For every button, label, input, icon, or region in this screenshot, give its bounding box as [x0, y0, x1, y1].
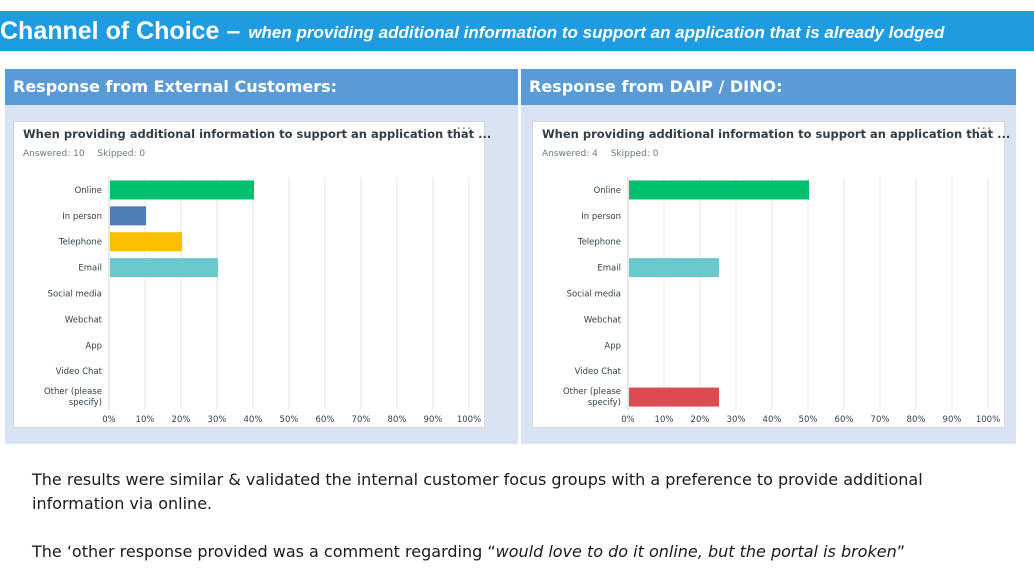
chart-meta: Answered: 4 Skipped: 0 [542, 149, 668, 159]
bar-chart-daip: 0% 10% 20% 30% 40% 50% 60% 70% 80% 90% 100% Online I… [563, 177, 1000, 425]
ellipsis-icon[interactable]: ... [456, 118, 472, 133]
slide-title: Channel of Choice – [0, 17, 241, 45]
comment-paragraph: The ‘other response provided was a comme… [32, 540, 1022, 564]
bar [629, 180, 809, 200]
panel-header-daip: Response from DAIP / DINO: [521, 69, 1016, 105]
panel-body-external: When providing additional information to… [5, 105, 518, 444]
category-label: Social media [48, 290, 102, 300]
category-label: Online [594, 186, 621, 196]
category-label: Telephone [58, 238, 102, 248]
x-tick-label: 30% [208, 415, 227, 425]
x-tick-label: 100% [457, 415, 481, 425]
category-label: Email [78, 264, 102, 274]
x-tick-label: 50% [280, 415, 299, 425]
slide-subtitle: when providing additional information to… [248, 23, 945, 42]
x-tick-label: 0% [621, 415, 635, 425]
x-tick-label: 40% [763, 415, 782, 425]
title-bar: Channel of Choice – when providing additi… [0, 11, 1034, 51]
category-label: Email [597, 264, 621, 274]
category-label: App [85, 341, 102, 351]
answered-count: Answered: 4 [542, 149, 598, 159]
x-tick-label: 0% [102, 415, 116, 425]
panel-header-external: Response from External Customers: [5, 69, 518, 105]
x-tick-label: 50% [799, 415, 818, 425]
category-label: Telephone [577, 238, 621, 248]
x-tick-label: 90% [943, 415, 962, 425]
category-label: Video Chat [575, 367, 622, 377]
category-label: Video Chat [56, 367, 103, 377]
category-label: App [604, 341, 621, 351]
bar [110, 206, 146, 226]
comment-quote: would love to do it online, but the port… [495, 542, 897, 561]
x-tick-label: 60% [316, 415, 335, 425]
category-label: In person [62, 212, 102, 222]
category-label: Other (please specify) [44, 387, 102, 408]
bar [629, 387, 719, 407]
bar [110, 232, 182, 252]
category-label: Webchat [65, 315, 103, 325]
x-tick-label: 70% [871, 415, 890, 425]
x-tick-label: 60% [835, 415, 854, 425]
chart-title: When providing additional information to… [23, 127, 492, 141]
chart-title: When providing additional information to… [542, 127, 1011, 141]
comment-end: ” [896, 542, 906, 561]
x-tick-label: 70% [352, 415, 371, 425]
ellipsis-icon[interactable]: ... [976, 118, 992, 133]
bar-chart-external: 0% 10% 20% 30% 40% 50% 60% 70% 80% 90% 100% Online I… [44, 177, 481, 425]
chart-card-external: When providing additional information to… [13, 118, 491, 428]
x-tick-label: 80% [907, 415, 926, 425]
skipped-count: Skipped: 0 [97, 149, 146, 159]
bar [110, 180, 254, 200]
bar [110, 258, 218, 278]
chart-card-daip: When providing additional information to… [532, 118, 1010, 428]
comment-lead: The ‘other response provided was a comme… [32, 542, 496, 561]
panel-body-daip: When providing additional information to… [521, 105, 1016, 444]
x-tick-label: 80% [388, 415, 407, 425]
x-tick-label: 20% [172, 415, 191, 425]
skipped-count: Skipped: 0 [610, 149, 659, 159]
category-label: In person [581, 212, 621, 222]
answered-count: Answered: 10 [23, 149, 85, 159]
x-tick-label: 20% [691, 415, 710, 425]
summary-paragraph: The results were similar & validated the… [32, 470, 923, 513]
x-tick-label: 100% [976, 415, 1000, 425]
x-tick-label: 10% [136, 415, 155, 425]
x-tick-label: 90% [424, 415, 443, 425]
x-tick-label: 10% [655, 415, 674, 425]
category-label: Other (please specify) [563, 387, 621, 408]
category-label: Online [75, 186, 102, 196]
x-tick-label: 30% [727, 415, 746, 425]
category-label: Webchat [584, 315, 622, 325]
category-label: Social media [567, 290, 621, 300]
bar [629, 258, 719, 278]
chart-meta: Answered: 10 Skipped: 0 [23, 149, 155, 159]
x-tick-label: 40% [244, 415, 263, 425]
